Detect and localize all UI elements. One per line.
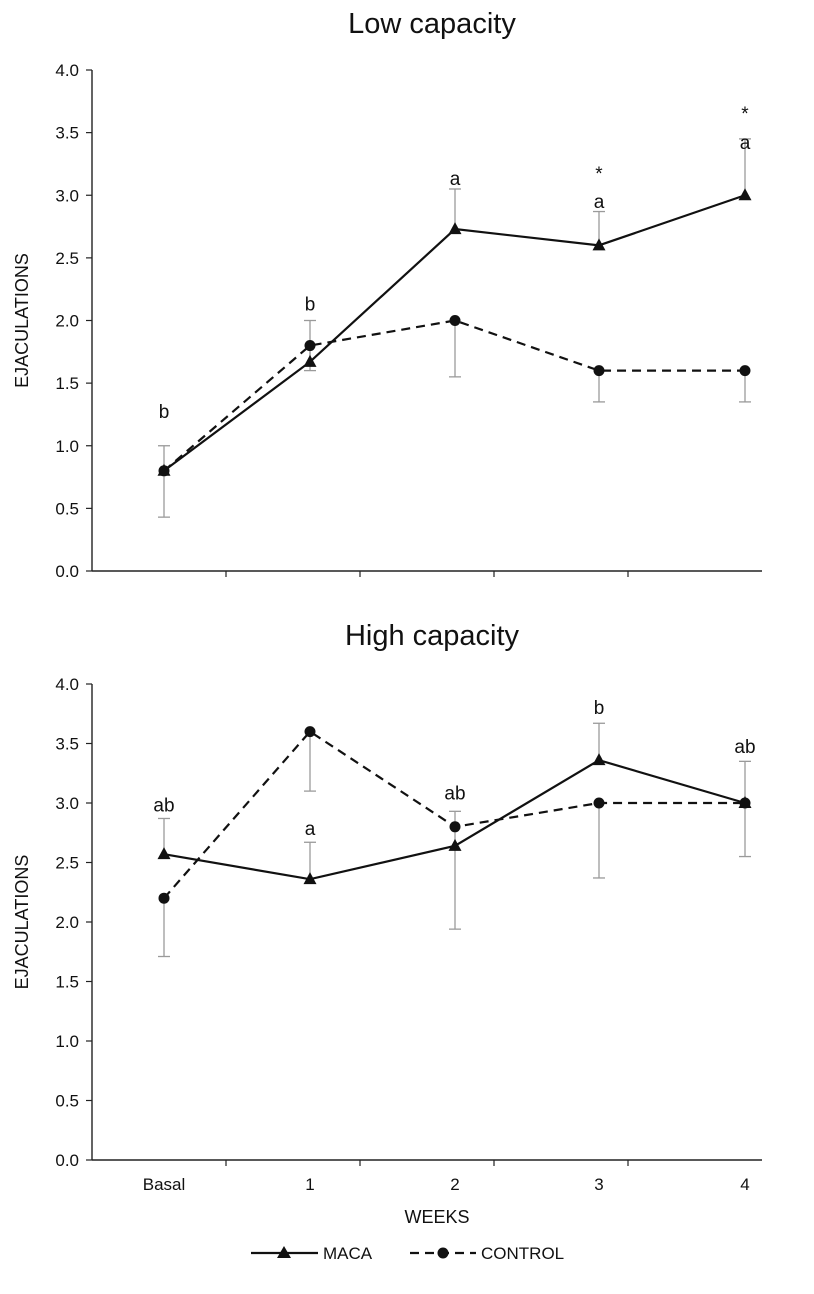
data-point-maca — [157, 847, 171, 860]
y-tick-label: 3.5 — [55, 735, 79, 754]
legend-maca-label: MACA — [323, 1244, 373, 1263]
y-tick-label: 3.0 — [55, 186, 79, 205]
significance-label: ab — [153, 795, 174, 816]
significance-label: b — [159, 402, 170, 423]
data-point-control — [158, 892, 170, 904]
x-tick-label-4: 4 — [740, 1175, 749, 1194]
data-point-maca — [303, 354, 317, 367]
y-tick-label: 1.0 — [55, 1032, 79, 1051]
y-tick-label: 4.0 — [55, 675, 79, 694]
y-tick-label: 2.0 — [55, 312, 79, 331]
significance-label: a — [740, 133, 751, 154]
x-axis-title: WEEKS — [404, 1207, 469, 1227]
data-point-control — [304, 340, 316, 352]
x-tick-label-3: 3 — [594, 1175, 603, 1194]
x-tick-label-1: 1 — [305, 1175, 314, 1194]
data-point-maca — [303, 872, 317, 885]
y-tick-label: 1.0 — [55, 437, 79, 456]
significance-label: a — [305, 819, 316, 840]
x-tick-label-basal: Basal — [143, 1175, 186, 1194]
y-tick-label: 1.5 — [55, 973, 79, 992]
data-point-control — [158, 465, 170, 477]
data-point-control — [593, 365, 605, 377]
significance-label: b — [594, 698, 605, 719]
data-point-control — [739, 365, 751, 377]
chart-title: Low capacity — [348, 8, 516, 40]
significance-label: * — [741, 104, 749, 125]
low-capacity-panel: Low capacity 0.0 0.5 1.0 1.5 2.0 2.5 3.0 3.5 4.0 E… — [12, 8, 762, 581]
x-tick-label-2: 2 — [450, 1175, 459, 1194]
y-tick-label: 0.5 — [55, 499, 79, 518]
y-tick-label: 2.0 — [55, 913, 79, 932]
significance-label: ab — [444, 783, 465, 804]
significance-label: ab — [734, 737, 755, 758]
y-axis-title: EJACULATIONS — [12, 253, 32, 388]
y-tick-label: 4.0 — [55, 61, 79, 80]
data-point-control — [449, 315, 461, 326]
y-tick-label: 2.5 — [55, 249, 79, 268]
y-tick-label: 0.5 — [55, 1092, 79, 1111]
chart-title: High capacity — [345, 620, 520, 652]
legend-control-label: CONTROL — [481, 1244, 564, 1263]
y-axis-title: EJACULATIONS — [12, 855, 32, 990]
legend-control-marker — [437, 1247, 449, 1259]
y-tick-label: 3.0 — [55, 794, 79, 813]
y-tick-label: 0.0 — [55, 1151, 79, 1170]
series-line-control — [163, 319, 745, 472]
data-point-maca — [448, 222, 462, 235]
legend: MACA CONTROL — [251, 1244, 564, 1263]
data-point-control — [593, 797, 605, 809]
y-tick-label: 2.5 — [55, 854, 79, 873]
data-point-maca — [738, 188, 752, 201]
y-tick-label: 3.5 — [55, 124, 79, 143]
significance-label: * — [595, 164, 603, 185]
significance-label: b — [305, 294, 316, 315]
data-point-maca — [592, 238, 606, 251]
data-point-maca — [448, 838, 462, 851]
high-capacity-panel: High capacity 0.0 0.5 1.0 1.5 2.0 2.5 3.0 3.5 4.0… — [12, 620, 762, 1227]
significance-label: a — [594, 192, 605, 213]
data-point-maca — [592, 753, 606, 766]
significance-label: a — [450, 169, 461, 190]
data-point-control — [449, 821, 461, 833]
data-point-control — [739, 797, 751, 809]
legend-maca-marker — [277, 1246, 291, 1258]
data-point-control — [304, 726, 316, 738]
y-tick-label: 0.0 — [55, 562, 79, 581]
y-tick-label: 1.5 — [55, 374, 79, 393]
